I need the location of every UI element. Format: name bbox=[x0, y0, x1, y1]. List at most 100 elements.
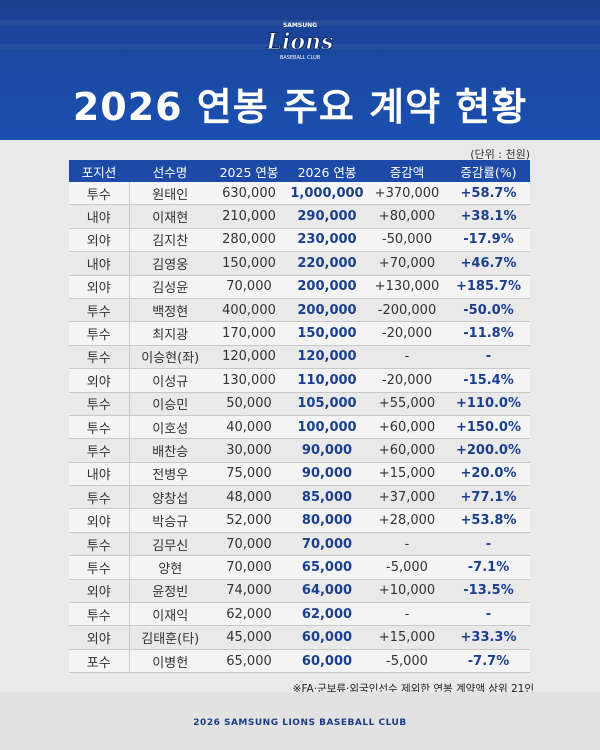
table-cell: +53.8% bbox=[447, 508, 530, 533]
table-cell: 74,000 bbox=[211, 579, 287, 604]
table-row: 투수 이승현(좌) 120,000 120,000- - bbox=[69, 345, 530, 370]
table-row: 외야 김지찬 280,000 230,000 -50,000 -17.9% bbox=[69, 228, 530, 253]
table-cell: +185.7% bbox=[447, 275, 530, 299]
table-cell: 40,000 bbox=[211, 415, 287, 440]
table-row: 외야 김태훈(타) 45,000 60,000 +15,000 +33.3% bbox=[69, 625, 530, 650]
table-row: 투수 배찬승 30,000 90,000 +60,000 +200.0% bbox=[69, 438, 530, 463]
header-banner: SAMSUNG Lions BASEBALL CLUB 2026 연봉 주요 계… bbox=[0, 0, 600, 140]
table-cell: 내야 bbox=[69, 204, 129, 229]
table-cell: 내야 bbox=[69, 251, 129, 276]
logo-bottom-text: BASEBALL CLUB bbox=[280, 55, 321, 61]
table-cell: +150.0% bbox=[447, 415, 530, 440]
table-row: 투수 이재익 62,000 62,000- - bbox=[69, 602, 530, 627]
table-cell: +110.0% bbox=[447, 392, 530, 416]
table-cell: +80,000 bbox=[367, 204, 447, 229]
footer: 2026 SAMSUNG LIONS BASEBALL CLUB bbox=[0, 692, 600, 750]
table-cell: 이성규 bbox=[128, 368, 211, 393]
lions-logo: SAMSUNG Lions BASEBALL CLUB bbox=[265, 22, 334, 61]
table-cell: 150,000 bbox=[211, 251, 287, 276]
table-cell: +200.0% bbox=[447, 438, 530, 463]
table-row: 외야 윤정빈 74,000 64,000 +10,000 -13.5% bbox=[69, 579, 530, 604]
unit-note: (단위 : 천원) bbox=[470, 148, 530, 161]
table-cell: 80,000 bbox=[287, 508, 367, 533]
table-cell: 60,000 bbox=[287, 649, 367, 674]
logo-top-text: SAMSUNG bbox=[283, 22, 317, 29]
table-cell: - bbox=[447, 532, 530, 557]
contract-table: 포지션 선수명 2025 연봉 2026 연봉 증감액 증감률(%) 투수 원태인 630,0… bbox=[69, 160, 530, 674]
table-cell: 45,000 bbox=[211, 625, 287, 650]
table-cell: -5,000 bbox=[367, 555, 447, 580]
table-row: 투수 백정현 400,000 200,000 -200,000 -50.0% bbox=[69, 298, 530, 323]
table-cell: -15.4% bbox=[447, 368, 530, 393]
table-cell: - bbox=[367, 345, 447, 370]
logo-main-text: Lions bbox=[266, 29, 334, 55]
table-row: 외야 박승규 52,000 80,000 +28,000 +53.8% bbox=[69, 508, 530, 533]
table-cell: 290,000 bbox=[287, 204, 367, 229]
table-cell: -11.8% bbox=[447, 321, 530, 346]
table-cell: 전병우 bbox=[128, 462, 211, 487]
table-cell: +55,000 bbox=[367, 392, 447, 416]
table-cell: 210,000 bbox=[211, 204, 287, 229]
table-header-row: 포지션 선수명 2025 연봉 2026 연봉 증감액 증감률(%) bbox=[69, 160, 530, 182]
table-cell: 220,000 bbox=[287, 251, 367, 276]
table-cell: 200,000 bbox=[287, 298, 367, 323]
table-row: 내야 이재현 210,000 290,000 +80,000 +38.1% bbox=[69, 204, 530, 229]
table-cell: - bbox=[367, 602, 447, 627]
table-cell: -20,000 bbox=[367, 321, 447, 346]
table-cell: 투수 bbox=[69, 321, 129, 346]
column-header: 2025 연봉 bbox=[211, 160, 287, 182]
table-cell: 70,000 bbox=[211, 555, 287, 580]
table-cell: 투수 bbox=[69, 415, 129, 440]
table-cell: +58.7% bbox=[447, 182, 530, 206]
table-cell: 투수 bbox=[69, 298, 129, 323]
table-cell: 90,000 bbox=[287, 462, 367, 487]
table-cell: 30,000 bbox=[211, 438, 287, 463]
table-cell: 최지광 bbox=[128, 321, 211, 346]
table-cell: -200,000 bbox=[367, 298, 447, 323]
table-cell: 외야 bbox=[69, 508, 129, 533]
table-cell: +130,000 bbox=[367, 275, 447, 299]
table-cell: 280,000 bbox=[211, 228, 287, 253]
table-row: 내야 김영웅 150,000 220,000 +70,000 +46.7% bbox=[69, 251, 530, 276]
table-cell: +15,000 bbox=[367, 625, 447, 650]
table-cell: 투수 bbox=[69, 438, 129, 463]
table-cell: +38.1% bbox=[447, 204, 530, 229]
table-cell: +20.0% bbox=[447, 462, 530, 487]
table-cell: 200,000 bbox=[287, 275, 367, 299]
table-cell: -7.7% bbox=[447, 649, 530, 674]
table-cell: +70,000 bbox=[367, 251, 447, 276]
table-body: 투수 원태인 630,000 1,000,000 +370,000 +58.7% 내야 이재현… bbox=[69, 182, 530, 674]
table-cell: 85,000 bbox=[287, 485, 367, 510]
table-cell: +46.7% bbox=[447, 251, 530, 276]
table-cell: 70,000 bbox=[287, 532, 367, 557]
table-cell: 48,000 bbox=[211, 485, 287, 510]
table-cell: 630,000 bbox=[211, 182, 287, 206]
table-cell: -20,000 bbox=[367, 368, 447, 393]
table-cell: 52,000 bbox=[211, 508, 287, 533]
table-cell: +10,000 bbox=[367, 579, 447, 604]
table-cell: 투수 bbox=[69, 345, 129, 370]
column-header: 증감액 bbox=[367, 160, 447, 182]
table-cell: 50,000 bbox=[211, 392, 287, 416]
table-cell: +37,000 bbox=[367, 485, 447, 510]
column-header: 2026 연봉 bbox=[287, 160, 367, 182]
table-cell: 외야 bbox=[69, 625, 129, 650]
table-cell: 투수 bbox=[69, 602, 129, 627]
table-row: 투수 이승민 50,000 105,000 +55,000 +110.0% bbox=[69, 392, 530, 416]
column-header: 증감률(%) bbox=[447, 160, 530, 182]
table-cell: -5,000 bbox=[367, 649, 447, 674]
table-cell: 배찬승 bbox=[128, 438, 211, 463]
table-cell: 110,000 bbox=[287, 368, 367, 393]
table-cell: 원태인 bbox=[128, 182, 211, 206]
table-row: 포수 이병헌 65,000 60,000 -5,000 -7.7% bbox=[69, 649, 530, 674]
table-cell: 65,000 bbox=[211, 649, 287, 674]
table-cell: 90,000 bbox=[287, 438, 367, 463]
table-cell: 투수 bbox=[69, 182, 129, 206]
table-row: 투수 양창섭 48,000 85,000 +37,000 +77.1% bbox=[69, 485, 530, 510]
table-cell: - bbox=[367, 532, 447, 557]
table-cell: 100,000 bbox=[287, 415, 367, 440]
table-cell: 400,000 bbox=[211, 298, 287, 323]
table-cell: 120,000 bbox=[287, 345, 367, 370]
table-cell: 65,000 bbox=[287, 555, 367, 580]
table-cell: 투수 bbox=[69, 485, 129, 510]
